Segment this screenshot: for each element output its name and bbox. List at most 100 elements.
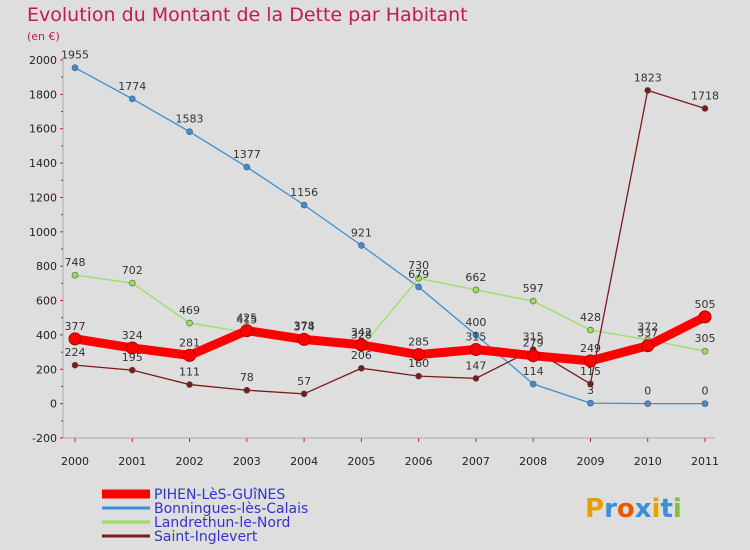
data-point <box>71 271 79 279</box>
x-tick-label: 2001 <box>118 455 146 468</box>
data-label: 0 <box>702 385 709 398</box>
x-tick-label: 2007 <box>462 455 490 468</box>
data-label: 425 <box>236 312 257 325</box>
data-label: 1955 <box>61 49 89 62</box>
data-point <box>529 297 537 305</box>
x-tick-label: 2006 <box>405 455 433 468</box>
data-label: 1774 <box>118 80 146 93</box>
legend-label: PIHEN-LèS-GUîNES <box>154 487 285 503</box>
data-label: 305 <box>695 332 716 345</box>
data-point <box>472 331 480 339</box>
x-tick-label: 2009 <box>576 455 604 468</box>
data-point <box>583 354 597 368</box>
data-label: 249 <box>580 342 601 355</box>
data-label: 3 <box>587 384 594 397</box>
legend-label: Landrethun-le-Nord <box>154 515 290 531</box>
data-point <box>68 332 82 346</box>
data-label: 1583 <box>176 113 204 126</box>
data-point <box>412 348 426 362</box>
logo-letter: P <box>585 494 604 524</box>
data-point <box>300 390 308 398</box>
data-point <box>358 242 365 249</box>
data-point <box>128 366 136 374</box>
chart-subtitle: (en €) <box>27 30 60 43</box>
data-label: 0 <box>644 385 651 398</box>
data-label: 324 <box>122 329 143 342</box>
data-label: 206 <box>351 349 372 362</box>
data-label: 374 <box>294 320 315 333</box>
data-point <box>125 341 139 355</box>
data-point <box>644 400 652 407</box>
data-point <box>354 338 368 352</box>
x-tick-label: 2000 <box>61 455 89 468</box>
data-label: 337 <box>637 327 658 340</box>
series-layer <box>68 64 712 407</box>
data-point <box>641 339 655 353</box>
data-label: 415 <box>236 313 257 326</box>
y-tick-label: 0 <box>50 398 57 411</box>
data-label: 78 <box>240 371 254 384</box>
data-point <box>415 274 422 282</box>
data-point <box>128 279 136 287</box>
data-label: 342 <box>351 326 372 339</box>
data-point <box>71 64 79 72</box>
axes: -200020040060080010001200140016001800200… <box>29 54 719 468</box>
data-point <box>701 400 709 407</box>
data-point <box>71 361 79 369</box>
data-point <box>186 128 193 135</box>
data-label: 1718 <box>691 89 719 102</box>
data-point <box>587 326 594 334</box>
data-point <box>701 105 709 112</box>
y-tick-label: 200 <box>36 363 57 376</box>
data-label: 377 <box>65 320 86 333</box>
data-label: 114 <box>523 365 544 378</box>
data-label: 372 <box>637 321 658 334</box>
data-label: 315 <box>523 331 544 344</box>
y-tick-label: -200 <box>32 432 57 445</box>
data-point <box>358 364 365 372</box>
data-point <box>415 283 422 291</box>
legend-label: Saint-Inglevert <box>154 529 258 545</box>
data-point <box>415 372 422 380</box>
data-point <box>526 349 540 363</box>
data-label: 279 <box>523 337 544 350</box>
logo-letter: i <box>673 494 682 524</box>
data-point <box>587 380 594 388</box>
data-label: 111 <box>179 366 200 379</box>
data-label: 702 <box>122 264 143 277</box>
legend-label: Bonningues-lès-Calais <box>154 501 308 517</box>
logo-letter: r <box>604 494 617 524</box>
data-label: 505 <box>695 298 716 311</box>
y-tick-label: 2000 <box>29 54 57 67</box>
x-tick-label: 2002 <box>176 455 204 468</box>
data-label: 57 <box>297 375 311 388</box>
data-point <box>472 286 480 294</box>
data-label: 428 <box>580 311 601 324</box>
data-point <box>698 310 712 324</box>
data-label: 378 <box>294 320 315 333</box>
data-point <box>472 375 480 382</box>
data-point <box>644 87 652 94</box>
data-label: 195 <box>122 351 143 364</box>
y-tick-label: 1600 <box>29 123 57 136</box>
x-tick-label: 2010 <box>634 455 662 468</box>
y-tick-label: 400 <box>36 329 57 342</box>
data-point <box>243 386 251 394</box>
y-tick-label: 800 <box>36 260 57 273</box>
series-line <box>74 67 706 405</box>
data-label: 1377 <box>233 148 261 161</box>
data-point <box>186 381 193 388</box>
legend: PIHEN-LèS-GUîNESBonningues-lès-CalaisLan… <box>102 487 308 545</box>
proxiti-logo: Proxiti <box>585 494 682 524</box>
data-point <box>128 95 136 103</box>
data-label: 285 <box>408 336 429 349</box>
series-line <box>70 312 710 366</box>
data-label: 315 <box>465 331 486 344</box>
data-label: 1823 <box>634 71 662 84</box>
data-point <box>297 332 311 346</box>
data-point <box>243 163 251 171</box>
chart-title: Evolution du Montant de la Dette par Hab… <box>27 4 468 26</box>
data-point <box>240 324 254 338</box>
